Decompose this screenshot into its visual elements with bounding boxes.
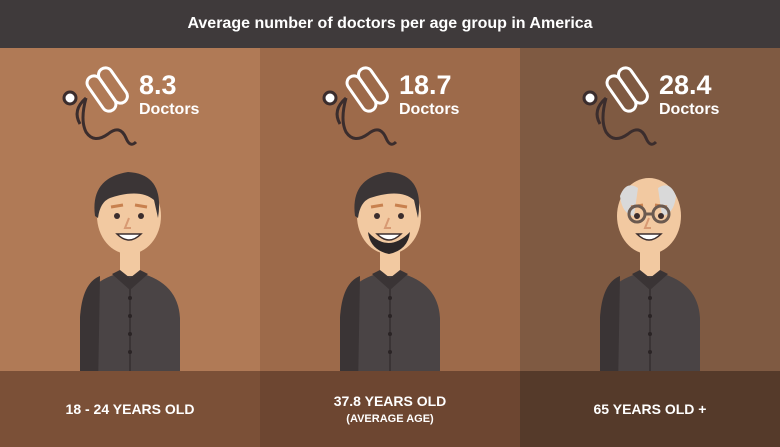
- age-group-label-bar: 18 - 24 YEARS OLD: [0, 371, 260, 447]
- stethoscope-icon: [60, 60, 140, 155]
- doctor-stat: 18.7 Doctors: [399, 70, 459, 120]
- doctor-count: 28.4: [659, 70, 719, 100]
- doctor-stat: 8.3 Doctors: [139, 70, 199, 120]
- age-group-panel: 8.3 Doctors 18 - 24 YEARS OLD: [0, 48, 260, 447]
- age-group-sublabel: (AVERAGE AGE): [346, 413, 433, 425]
- person-illustration: [330, 158, 450, 393]
- doctor-count: 8.3: [139, 70, 199, 100]
- stethoscope-icon: [580, 60, 660, 155]
- doctor-stat: 28.4 Doctors: [659, 70, 719, 120]
- person-illustration: [590, 158, 710, 393]
- doctor-unit: Doctors: [659, 100, 719, 120]
- age-group-panel: 18.7 Doctors 37.8 YEARS OLD (AVERAGE AGE): [260, 48, 520, 447]
- stethoscope-icon: [320, 60, 400, 155]
- age-group-label-bar: 37.8 YEARS OLD (AVERAGE AGE): [260, 371, 520, 447]
- person-illustration: [70, 158, 190, 393]
- doctor-unit: Doctors: [139, 100, 199, 120]
- age-group-label-bar: 65 YEARS OLD +: [520, 371, 780, 447]
- chart-title: Average number of doctors per age group …: [0, 0, 780, 48]
- age-group-label: 18 - 24 YEARS OLD: [66, 401, 195, 417]
- doctor-unit: Doctors: [399, 100, 459, 120]
- age-group-label: 37.8 YEARS OLD: [334, 393, 447, 409]
- doctor-count: 18.7: [399, 70, 459, 100]
- age-group-panel: 28.4 Doctors 65 YEARS OLD +: [520, 48, 780, 447]
- age-group-label: 65 YEARS OLD +: [594, 401, 707, 417]
